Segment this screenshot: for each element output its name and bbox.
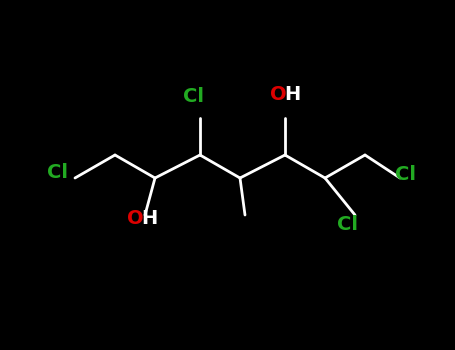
Text: Cl: Cl xyxy=(394,166,415,184)
Text: Cl: Cl xyxy=(338,216,359,234)
Text: O: O xyxy=(270,85,286,105)
Text: H: H xyxy=(141,209,157,228)
Text: Cl: Cl xyxy=(182,88,203,106)
Text: Cl: Cl xyxy=(46,162,67,182)
Text: H: H xyxy=(284,85,300,105)
Text: O: O xyxy=(126,209,143,228)
